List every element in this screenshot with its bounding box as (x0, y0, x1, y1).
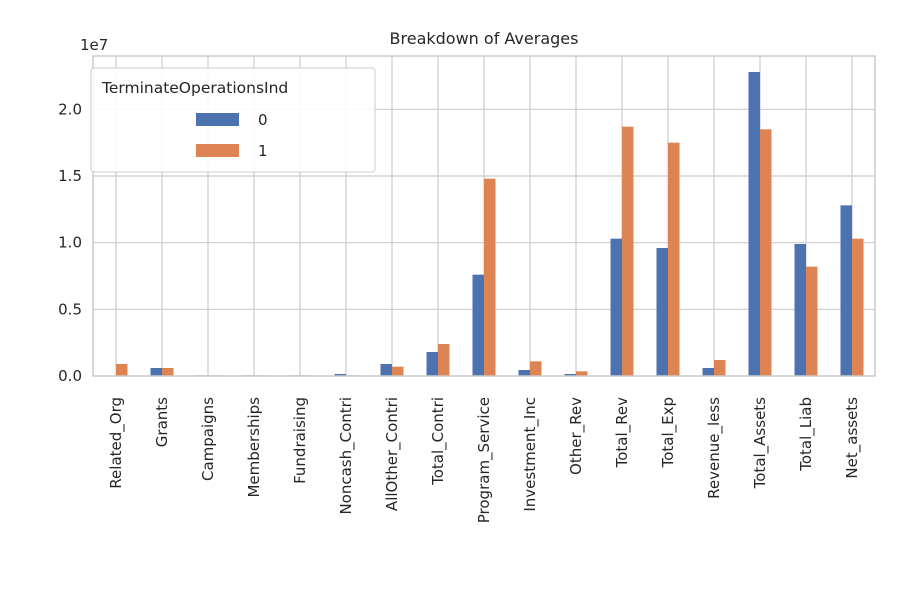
y-ticks: 0.0 0.5 1.0 1.5 2.0 (58, 100, 82, 385)
bar-series-1 (668, 142, 680, 376)
bar-series-0 (334, 374, 346, 376)
x-tick-label: Total_Rev (613, 397, 632, 469)
x-tick-label: Other_Rev (567, 397, 586, 475)
legend-swatch-1 (196, 144, 239, 157)
x-tick-label: Fundraising (291, 397, 309, 484)
y-offset-label: 1e7 (80, 36, 108, 54)
x-ticks: Related_Org Grants Campaigns Memberships Fun… (107, 397, 862, 523)
x-tick-label: Total_Assets (751, 397, 770, 490)
bar-series-1 (714, 360, 726, 376)
x-tick-label: Total_Contri (429, 397, 448, 486)
bar-series-1 (116, 364, 128, 376)
legend-title: TerminateOperationsInd (101, 79, 288, 97)
x-tick-label: Related_Org (107, 397, 126, 489)
chart-title: Breakdown of Averages (390, 29, 579, 48)
bar-series-1 (162, 368, 174, 376)
bar-series-0 (564, 374, 576, 376)
bars (116, 72, 864, 377)
bar-series-1 (852, 238, 864, 376)
bar-series-1 (438, 344, 450, 376)
bar-series-0 (656, 248, 668, 376)
x-tick-label: Total_Liab (797, 397, 816, 472)
y-tick-label: 2.0 (58, 100, 82, 118)
x-tick-label: Memberships (245, 397, 263, 498)
bar-series-0 (748, 72, 760, 376)
bar-series-1 (530, 361, 542, 376)
legend: TerminateOperationsInd 0 1 (90, 67, 376, 173)
plot-frame (92, 55, 876, 377)
bar-series-1 (806, 266, 818, 376)
y-tick-label: 1.0 (58, 234, 82, 252)
x-tick-label: Campaigns (199, 397, 217, 481)
bar-series-0 (840, 205, 852, 376)
bar-series-1 (392, 366, 404, 376)
x-tick-label: Program_Service (475, 397, 494, 523)
x-tick-label: Grants (153, 397, 171, 447)
y-tick-label: 1.5 (58, 167, 82, 185)
bar-series-1 (484, 178, 496, 376)
y-tick-label: 0.5 (58, 300, 82, 318)
legend-label-0: 0 (258, 111, 268, 129)
x-tick-label: Net_assets (843, 397, 862, 479)
legend-label-1: 1 (258, 142, 268, 160)
y-tick-label: 0.0 (58, 367, 82, 385)
bar-series-0 (472, 274, 484, 376)
x-tick-label: Total_Exp (659, 397, 678, 468)
bar-series-1 (760, 129, 772, 376)
x-tick-label: Noncash_Contri (337, 397, 356, 515)
bar-series-0 (426, 352, 438, 376)
bar-series-0 (380, 364, 392, 376)
bar-series-0 (150, 368, 162, 376)
bar-series-0 (518, 370, 530, 376)
bar-series-0 (610, 238, 622, 376)
x-tick-label: AllOther_Contri (383, 397, 402, 511)
x-tick-label: Investment_Inc (521, 397, 540, 512)
bar-series-0 (794, 244, 806, 376)
bar-series-1 (622, 126, 634, 377)
bar-series-1 (576, 371, 588, 376)
x-tick-label: Revenue_less (705, 397, 724, 499)
legend-swatch-0 (196, 113, 239, 126)
bar-series-0 (702, 368, 714, 376)
